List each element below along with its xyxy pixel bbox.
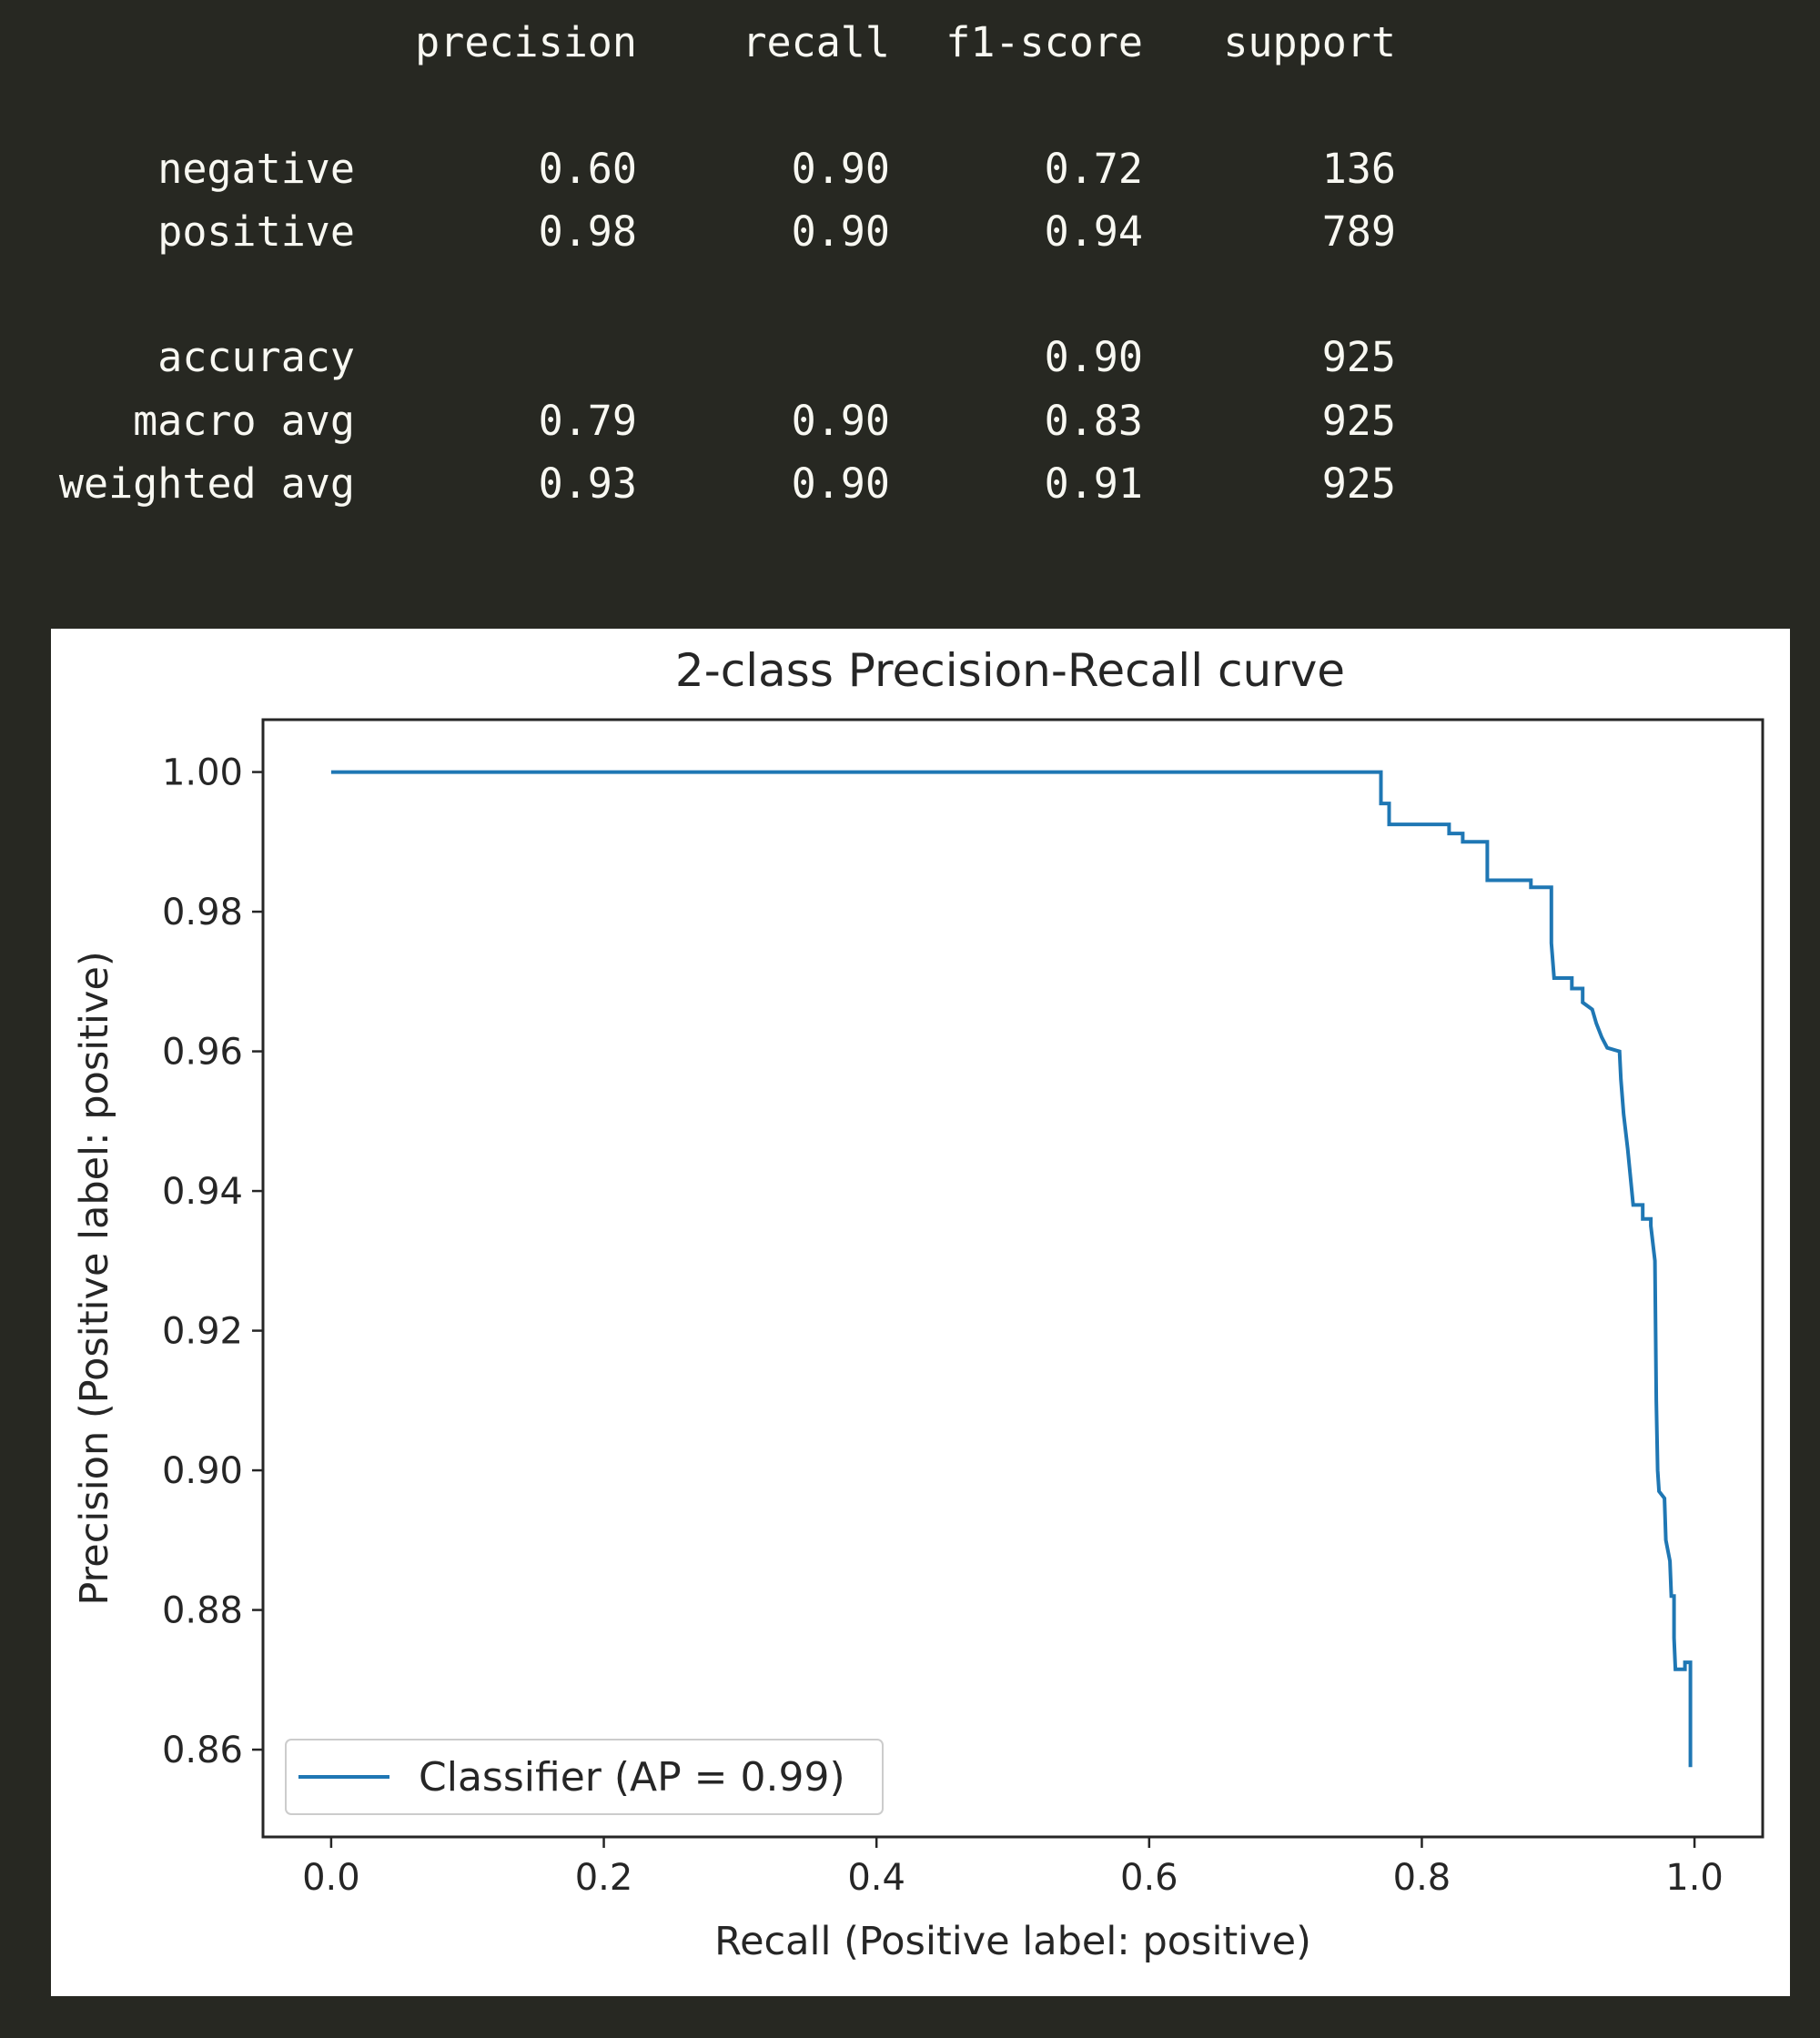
plot-figure: 2-class Precision-Recall curve 0.0 0.2 0.4… xyxy=(51,629,1790,1996)
y-tick-label: 0.96 xyxy=(162,1032,243,1074)
y-tick-label: 0.86 xyxy=(162,1730,243,1771)
series-line-classifier xyxy=(330,770,1693,1768)
x-tick-label: 0.6 xyxy=(1120,1857,1178,1899)
cell-positive-precision: 0.98 xyxy=(538,207,637,256)
row-label-accuracy: accuracy xyxy=(157,333,355,381)
cell-negative-recall: 0.90 xyxy=(791,145,890,193)
precision-recall-chart: 2-class Precision-Recall curve 0.0 0.2 0.4… xyxy=(72,644,1764,1964)
cell-positive-f1: 0.94 xyxy=(1044,207,1143,256)
cell-macro-precision: 0.79 xyxy=(538,397,637,445)
cell-macro-f1: 0.83 xyxy=(1044,397,1143,445)
y-tick-label: 0.94 xyxy=(162,1171,243,1213)
x-tick-label: 1.0 xyxy=(1665,1857,1724,1899)
classification-report: precision recall f1-score support negati… xyxy=(0,0,1820,582)
cell-macro-support: 925 xyxy=(1321,397,1396,445)
cell-positive-support: 789 xyxy=(1321,207,1396,256)
y-tick-label: 0.90 xyxy=(162,1450,243,1492)
chart-title: 2-class Precision-Recall curve xyxy=(675,644,1345,697)
legend-label: Classifier (AP = 0.99) xyxy=(419,1754,845,1801)
x-axis-label: Recall (Positive label: positive) xyxy=(714,1919,1311,1964)
cell-accuracy-f1: 0.90 xyxy=(1044,333,1143,381)
header-recall: recall xyxy=(742,18,890,66)
cell-accuracy-support: 925 xyxy=(1321,333,1396,381)
y-tick-label: 0.88 xyxy=(162,1590,243,1632)
cell-weighted-support: 925 xyxy=(1321,459,1396,508)
y-tick-label: 0.92 xyxy=(162,1311,243,1353)
x-tick-label: 0.2 xyxy=(575,1857,633,1899)
axes-frame xyxy=(261,718,1764,1839)
cell-weighted-recall: 0.90 xyxy=(791,459,890,508)
legend-box xyxy=(285,1739,884,1815)
cell-negative-support: 136 xyxy=(1321,145,1396,193)
x-tick-label: 0.8 xyxy=(1393,1857,1451,1899)
row-label-weighted-avg: weighted avg xyxy=(58,459,355,508)
row-label-macro-avg: macro avg xyxy=(133,397,355,445)
row-label-positive: positive xyxy=(157,207,355,256)
cell-positive-recall: 0.90 xyxy=(791,207,890,256)
row-label-negative: negative xyxy=(157,145,355,193)
header-precision: precision xyxy=(415,18,637,66)
cell-weighted-precision: 0.93 xyxy=(538,459,637,508)
x-tick-label: 0.0 xyxy=(302,1857,360,1899)
y-tick-label: 0.98 xyxy=(162,892,243,933)
y-tick-label: 1.00 xyxy=(162,752,243,794)
legend: Classifier (AP = 0.99) xyxy=(285,1739,884,1815)
cell-weighted-f1: 0.91 xyxy=(1044,459,1143,508)
cell-macro-recall: 0.90 xyxy=(791,397,890,445)
header-support: support xyxy=(1223,18,1396,66)
header-f1-score: f1-score xyxy=(945,18,1143,66)
y-axis-label: Precision (Positive label: positive) xyxy=(72,951,117,1605)
cell-negative-f1: 0.72 xyxy=(1044,145,1143,193)
cell-negative-precision: 0.60 xyxy=(538,145,637,193)
x-tick-label: 0.4 xyxy=(847,1857,905,1899)
